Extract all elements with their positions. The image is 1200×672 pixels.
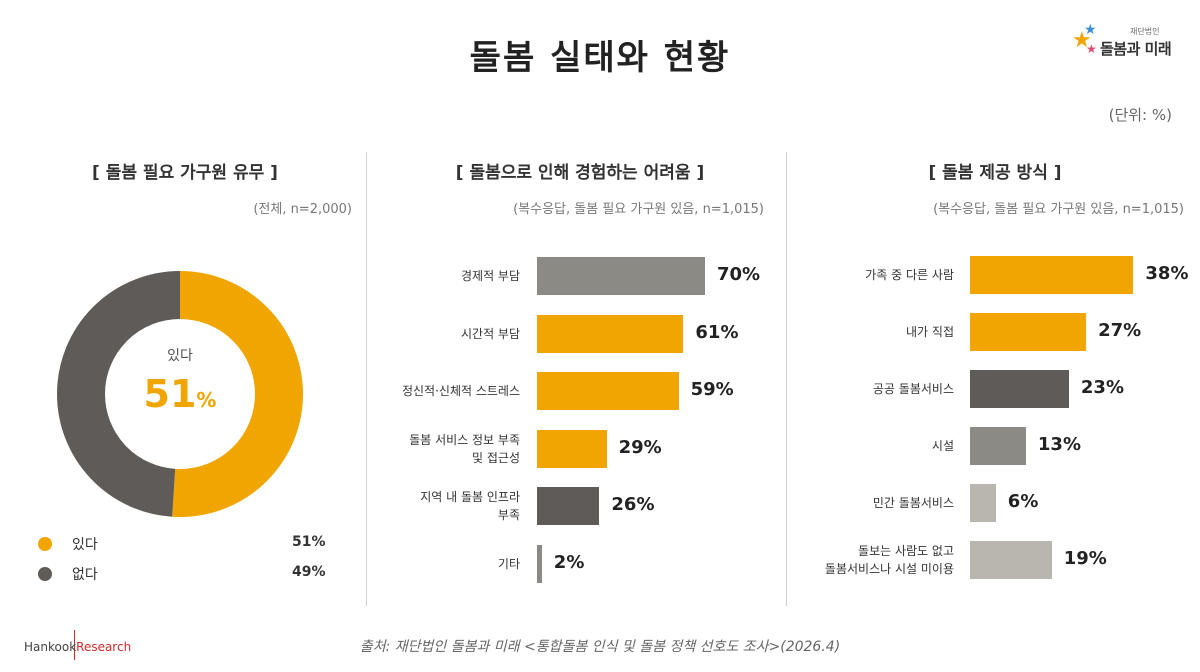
star-icon: ★ xyxy=(1084,22,1097,38)
page-title: 돌봄 실태와 현황 xyxy=(469,38,731,78)
difficulty-title: [ 돌봄으로 인해 경험하는 어려움 ] xyxy=(455,163,705,183)
brand-divider xyxy=(74,630,75,660)
bar-label: 돌보는 사람도 없고 돌봄서비스나 시설 미이용 xyxy=(824,544,954,576)
bar xyxy=(537,429,607,468)
donut-note: (전체, n=2,000) xyxy=(253,202,352,217)
bar xyxy=(970,541,1052,579)
bar-value-label: 13% xyxy=(1037,434,1081,455)
bar-label: 경제적 부담 xyxy=(460,269,520,283)
donut-slice-1 xyxy=(57,271,303,517)
bar-value-label: 59% xyxy=(690,379,734,400)
bar xyxy=(537,257,705,295)
bar xyxy=(970,484,996,522)
bar-value-label: 19% xyxy=(1063,548,1107,569)
logo-sub: 재단법인 xyxy=(1130,27,1160,36)
bar xyxy=(970,370,1069,408)
bar xyxy=(537,314,684,353)
legend-swatch xyxy=(38,537,52,551)
bar-value-label: 23% xyxy=(1080,377,1124,398)
bar-value-label: 38% xyxy=(1145,263,1189,284)
bar xyxy=(970,313,1087,351)
bar-label: 가족 중 다른 사람 xyxy=(865,268,954,282)
legend-value: 51% xyxy=(292,534,326,550)
legend-label: 있다 xyxy=(72,537,98,553)
bar-label: 공공 돌봄서비스 xyxy=(872,382,954,396)
bar xyxy=(537,544,542,583)
bar-value-label: 2% xyxy=(553,551,585,573)
bar-value-label: 70% xyxy=(717,264,761,285)
donut-chart xyxy=(57,271,303,517)
bar-label: 정신적·신체적 스트레스 xyxy=(401,384,520,398)
star-icon: ★ xyxy=(1086,42,1097,56)
divider xyxy=(786,152,787,606)
bar xyxy=(970,256,1134,294)
brand-logo: HankookResearch xyxy=(24,640,131,654)
donut-center-value: 51% xyxy=(50,372,310,416)
brand-text-b: Research xyxy=(76,640,132,654)
star-icon: ★ xyxy=(1072,28,1092,53)
difficulty-note: (복수응답, 돌봄 필요 가구원 있음, n=1,015) xyxy=(513,202,764,217)
bar-value-label: 6% xyxy=(1007,491,1039,512)
source-note: 출처: 재단법인 돌봄과 미래 <통합돌봄 인식 및 돌봄 정책 선호도 조사>… xyxy=(359,639,841,655)
care-method-note: (복수응답, 돌봄 필요 가구원 있음, n=1,015) xyxy=(933,202,1184,217)
bar-label: 지역 내 돌봄 인프라 부족 xyxy=(420,490,520,522)
bar-value-label: 26% xyxy=(611,494,655,515)
care-method-title: [ 돌봄 제공 방식 ] xyxy=(928,163,1062,183)
logo-name: 돌봄과 미래 xyxy=(1100,40,1172,58)
legend-swatch xyxy=(38,567,52,581)
bar xyxy=(537,372,679,410)
logo: ★ ★ ★ 재단법인 돌봄과 미래 xyxy=(1072,22,1182,66)
brand-text-a: Hankook xyxy=(24,640,77,654)
donut-center-number: 51 xyxy=(143,372,197,416)
bar-value-label: 27% xyxy=(1098,320,1142,341)
bar-label: 내가 직접 xyxy=(906,325,954,339)
legend-label: 없다 xyxy=(72,567,98,583)
bar-label: 민간 돌봄서비스 xyxy=(872,496,954,510)
donut-title: [ 돌봄 필요 가구원 유무 ] xyxy=(92,163,278,183)
bar-label: 시설 xyxy=(931,439,954,453)
bar-value-label: 61% xyxy=(695,321,739,343)
bar-label: 시간적 부담 xyxy=(460,326,520,341)
donut-center-label: 있다 xyxy=(167,348,193,364)
bar-label: 돌봄 서비스 정보 부족 및 접근성 xyxy=(409,432,520,465)
bar-label: 기타 xyxy=(497,556,520,571)
bar-value-label: 29% xyxy=(618,436,662,458)
donut-center-unit: % xyxy=(196,388,217,412)
divider xyxy=(366,152,367,606)
legend-value: 49% xyxy=(292,564,326,580)
unit-note: (단위: %) xyxy=(1108,106,1172,124)
bar xyxy=(537,487,600,525)
bar xyxy=(970,427,1026,465)
